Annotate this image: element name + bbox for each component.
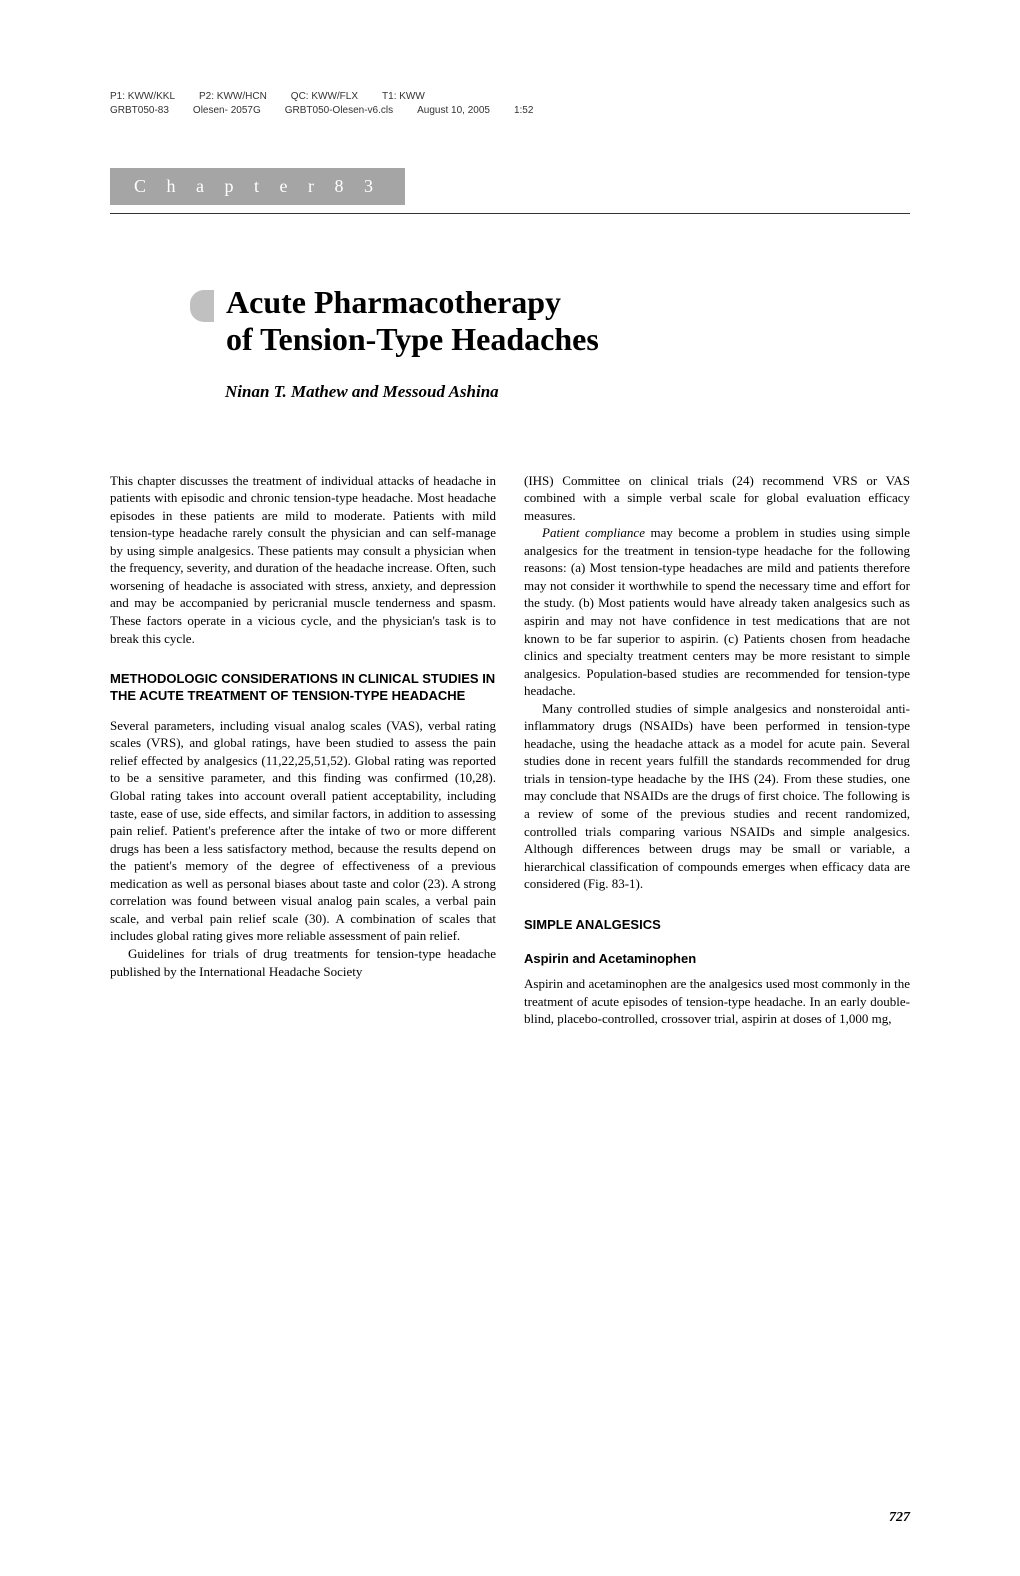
right-p1: (IHS) Committee on clinical trials (24) … xyxy=(524,472,910,525)
meta-t1: T1: KWW xyxy=(382,90,425,104)
meta-code: GRBT050-83 xyxy=(110,104,169,118)
meta-p2: P2: KWW/HCN xyxy=(199,90,267,104)
meta-b: GRBT050-Olesen-v6.cls xyxy=(285,104,393,118)
right-p3: Many controlled studies of simple analge… xyxy=(524,700,910,893)
page-header-meta: P1: KWW/KKL P2: KWW/HCN QC: KWW/FLX T1: … xyxy=(110,90,910,118)
subheading-aspirin: Aspirin and Acetaminophen xyxy=(524,950,910,968)
intro-paragraph: This chapter discusses the treatment of … xyxy=(110,472,496,647)
authors: Ninan T. Mathew and Messoud Ashina xyxy=(225,382,910,402)
left-column: This chapter discusses the treatment of … xyxy=(110,472,496,1028)
chapter-title: Acute Pharmacotherapy of Tension-Type He… xyxy=(226,284,599,358)
section-heading-methodologic: METHODOLOGIC CONSIDERATIONS IN CLINICAL … xyxy=(110,671,496,705)
chapter-title-line2: of Tension-Type Headaches xyxy=(226,321,599,357)
page-number: 727 xyxy=(889,1510,910,1526)
right-p2-body: may become a problem in studies using si… xyxy=(524,525,910,698)
meta-qc: QC: KWW/FLX xyxy=(291,90,358,104)
divider-line xyxy=(110,213,910,214)
right-p4: Aspirin and acetaminophen are the analge… xyxy=(524,975,910,1028)
meta-a: Olesen- 2057G xyxy=(193,104,261,118)
section-heading-simple-analgesics: SIMPLE ANALGESICS xyxy=(524,917,910,934)
right-column: (IHS) Committee on clinical trials (24) … xyxy=(524,472,910,1028)
left-p1: Several parameters, including visual ana… xyxy=(110,717,496,945)
meta-time: 1:52 xyxy=(514,104,533,118)
chapter-title-block: Acute Pharmacotherapy of Tension-Type He… xyxy=(190,284,910,358)
chapter-banner: C h a p t e r 8 3 xyxy=(110,168,405,205)
meta-p1: P1: KWW/KKL xyxy=(110,90,175,104)
meta-date: August 10, 2005 xyxy=(417,104,490,118)
left-p2: Guidelines for trials of drug treatments… xyxy=(110,945,496,980)
bullet-marker-icon xyxy=(190,290,214,322)
body-columns: This chapter discusses the treatment of … xyxy=(110,472,910,1028)
right-p2: Patient compliance may become a problem … xyxy=(524,524,910,699)
right-p2-emph: Patient compliance xyxy=(542,525,645,540)
chapter-title-line1: Acute Pharmacotherapy xyxy=(226,284,561,320)
